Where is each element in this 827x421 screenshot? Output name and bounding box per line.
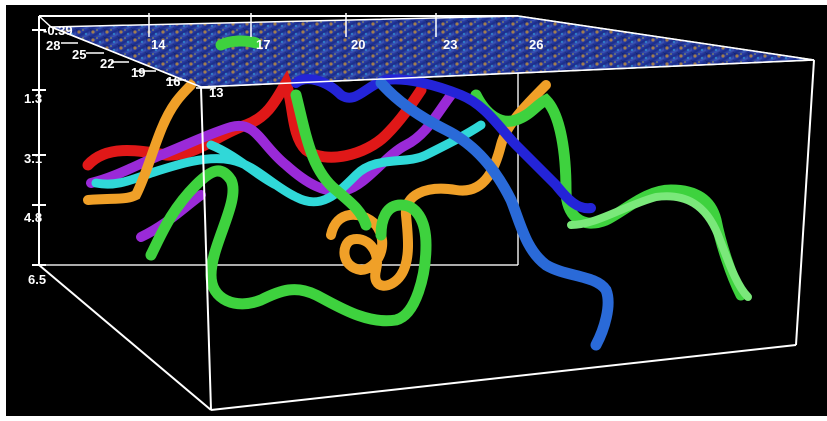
depth-axis: -0.39 1.3 3.1 4.8 6.5: [24, 23, 73, 287]
scene-canvas: -0.39 1.3 3.1 4.8 6.5 14 17 20 23 26: [24, 13, 815, 411]
x-tick-label: 26: [529, 37, 543, 52]
y-tick-label: 25: [72, 47, 86, 62]
x-tick-label: 23: [443, 37, 457, 52]
x-tick-label: 20: [351, 37, 365, 52]
depth-tick-label: 6.5: [28, 272, 46, 287]
tube-cyan: [91, 120, 486, 207]
y-tick-label: 22: [100, 56, 114, 71]
tube-green: [145, 35, 747, 327]
depth-tick-label: 1.3: [24, 91, 42, 106]
depth-tick-label: -0.39: [43, 23, 73, 38]
x-axis: 14 17 20 23 26: [148, 13, 543, 52]
depth-tick-label: 3.1: [24, 151, 42, 166]
x-tick-label: 14: [151, 37, 166, 52]
3d-scene[interactable]: -0.39 1.3 3.1 4.8 6.5 14 17 20 23 26: [6, 5, 827, 416]
y-axis: 28 25 22 19 16 13: [46, 38, 223, 100]
y-tick-label: 16: [166, 74, 180, 89]
y-tick-label: 13: [209, 85, 223, 100]
bounding-box-front: [38, 15, 815, 411]
depth-tick-label: 4.8: [24, 210, 42, 225]
y-tick-label: 19: [131, 65, 145, 80]
tube-blue: [291, 74, 596, 214]
tube-red: [82, 70, 427, 171]
flow-tubes: [82, 35, 752, 351]
y-tick-label: 28: [46, 38, 60, 53]
x-tick-label: 17: [256, 37, 270, 52]
tube-steel: [375, 77, 614, 351]
tube-green-right: [567, 192, 752, 301]
